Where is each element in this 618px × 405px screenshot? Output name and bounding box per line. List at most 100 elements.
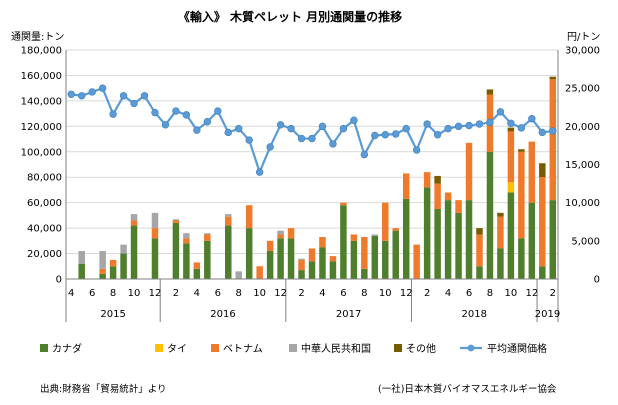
price-point <box>465 121 473 130</box>
bar-segment <box>277 238 284 279</box>
price-point <box>203 118 212 126</box>
bar-segment <box>455 200 462 213</box>
left-tick-label: 20,000 <box>27 249 62 260</box>
bar-segment <box>204 240 211 279</box>
bar-segment <box>99 251 106 269</box>
gridlines <box>66 49 558 255</box>
price-point <box>224 128 232 137</box>
x-tick-label: 12 <box>525 288 538 299</box>
bar-segment <box>99 273 106 279</box>
bar-segment <box>361 237 368 269</box>
bar-segment <box>266 251 274 279</box>
bar-segment <box>204 234 211 241</box>
bar-segment <box>444 200 452 279</box>
bar-segment <box>518 151 525 239</box>
bar-segment <box>392 230 399 279</box>
price-point <box>507 119 515 127</box>
left-axis-ticks: 0 20,000 40,000 60,000 80,000 100,000 120,000 1… <box>21 46 62 286</box>
price-point <box>151 108 159 117</box>
bar-segment <box>130 214 138 221</box>
legend-swatch <box>40 344 48 352</box>
year-label: 2015 <box>100 309 125 320</box>
bar-segment <box>225 216 232 226</box>
bar-segment <box>245 205 253 229</box>
bar-segment <box>277 234 284 239</box>
bar-segment <box>172 219 180 221</box>
bar-segment <box>151 212 159 229</box>
legend-swatch <box>211 344 219 352</box>
x-tick-label: 10 <box>379 288 392 299</box>
bar-segment <box>434 175 441 184</box>
x-tick-label: 8 <box>361 288 367 299</box>
bar-segment <box>225 225 232 279</box>
bar-segment <box>183 243 190 279</box>
bar-segment <box>151 238 159 279</box>
x-tick-label: 8 <box>487 288 493 299</box>
legend-swatch <box>289 344 297 352</box>
right-tick-label: 10,000 <box>565 198 600 209</box>
x-axis-year-labels: 2015 2016 2017 2018 2019 <box>100 309 560 320</box>
bar-segment <box>340 202 347 206</box>
bar-segment <box>193 262 201 269</box>
legend-marker <box>467 344 475 352</box>
bar-segment <box>277 230 284 235</box>
bar-segment <box>319 237 326 248</box>
bar-segment <box>507 127 515 132</box>
bar-segment <box>486 151 494 279</box>
x-tick-label: 2 <box>173 288 179 299</box>
bar-segment <box>183 238 190 244</box>
price-point <box>67 90 75 98</box>
bar-segment <box>539 266 546 279</box>
left-axis-unit: 通関量:トン <box>11 31 64 43</box>
x-tick-label: 6 <box>89 288 95 299</box>
price-point <box>549 127 557 135</box>
bar-segment <box>78 251 85 264</box>
bar-segment <box>486 89 494 95</box>
bar-segment <box>340 205 347 279</box>
legend: カナダ タイ ベトナム 中華人民共和国 その他 平均通関価格 <box>40 342 547 355</box>
x-tick-label: 4 <box>319 288 325 299</box>
x-tick-label: 4 <box>194 288 200 299</box>
right-tick-label: 25,000 <box>565 84 600 95</box>
bar-segment <box>549 200 557 279</box>
price-point <box>412 146 421 154</box>
bar-segment <box>193 268 201 279</box>
bar-segment <box>245 228 253 279</box>
x-tick-label: 12 <box>274 288 287 299</box>
price-point <box>402 124 410 133</box>
bar-segment <box>151 228 159 239</box>
bar-segment <box>204 233 211 235</box>
bar-segment <box>130 220 138 226</box>
bar-segment <box>402 173 410 199</box>
left-tick-label: 160,000 <box>21 71 62 82</box>
x-tick-label: 8 <box>110 288 116 299</box>
right-axis-unit: 円/トン <box>567 32 600 43</box>
price-point <box>130 99 138 108</box>
bar-segment <box>99 268 106 274</box>
bar-segment <box>549 76 557 80</box>
x-tick-label: 2 <box>550 288 556 299</box>
bar-segment <box>497 248 504 279</box>
x-tick-label: 2 <box>298 288 304 299</box>
bar-segment <box>109 266 117 279</box>
price-point <box>119 92 128 100</box>
bar-segment <box>183 233 190 239</box>
bar-segment <box>120 244 127 254</box>
price-point <box>392 130 400 138</box>
bar-segment <box>423 187 431 279</box>
bar-segment <box>507 192 515 279</box>
bar-segment <box>423 172 431 188</box>
bar-segment <box>78 263 85 279</box>
chart-title: 《輸入》 木質ペレット 月別通関量の推移 <box>178 9 402 24</box>
right-tick-label: 30,000 <box>565 46 600 57</box>
x-tick-label: 2 <box>424 288 430 299</box>
price-point <box>339 124 348 133</box>
price-point <box>245 136 253 144</box>
bar-segment <box>329 261 337 279</box>
left-tick-label: 140,000 <box>21 96 62 107</box>
bar-segment <box>371 234 379 236</box>
price-point <box>276 121 285 129</box>
bar-segment <box>528 202 536 279</box>
bar-segment <box>329 256 337 262</box>
bar-segment <box>465 200 473 279</box>
